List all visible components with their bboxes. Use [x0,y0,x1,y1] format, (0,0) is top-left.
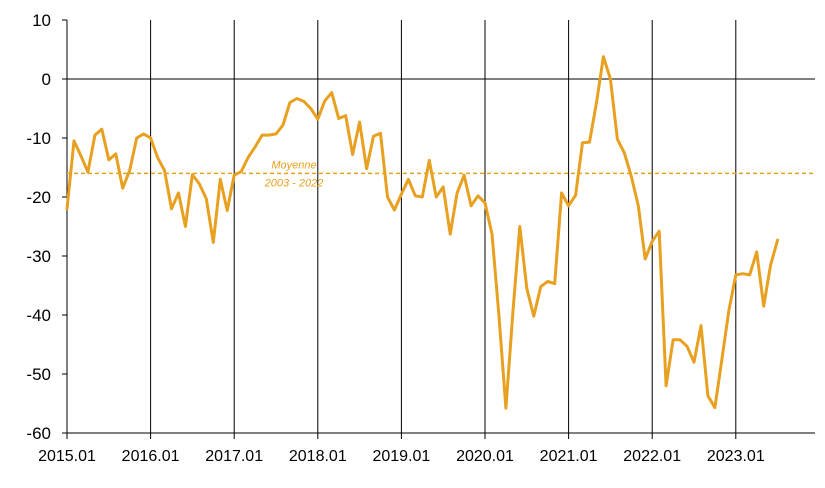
y-tick-label: -30 [26,247,51,266]
average-label-line1: Moyenne [271,159,316,171]
x-tick-label: 2022.01 [623,448,681,465]
x-tick-label: 2019.01 [372,448,430,465]
series-line [65,55,780,410]
average-label-line2: 2003 - 2022 [264,177,324,189]
x-tick-label: 2023.01 [707,448,765,465]
y-tick-label: -20 [26,188,51,207]
y-tick-label: -40 [26,306,51,325]
y-tick-label: 10 [32,11,51,30]
y-tick-label: -60 [26,424,51,443]
x-tick-label: 2017.01 [205,448,263,465]
x-tick-label: 2020.01 [456,448,514,465]
x-tick-label: 2016.01 [122,448,180,465]
x-tick-label: 2021.01 [540,448,598,465]
grid-lines [150,20,737,433]
axes [66,20,815,434]
x-tick-label: 2015.01 [38,448,96,465]
y-axis-ticks: 10 0 -10 -20 -30 -40 -50 -60 [26,11,67,443]
x-axis-ticks: 2015.01 2016.01 2017.01 2018.01 2019.01 2020.… [38,433,765,465]
y-tick-label: -50 [26,365,51,384]
x-tick-label: 2018.01 [289,448,347,465]
y-tick-label: 0 [42,70,51,89]
average-reference-line: Moyenne 2003 - 2022 [67,159,815,189]
y-tick-label: -10 [26,129,51,148]
series-group [65,55,780,410]
